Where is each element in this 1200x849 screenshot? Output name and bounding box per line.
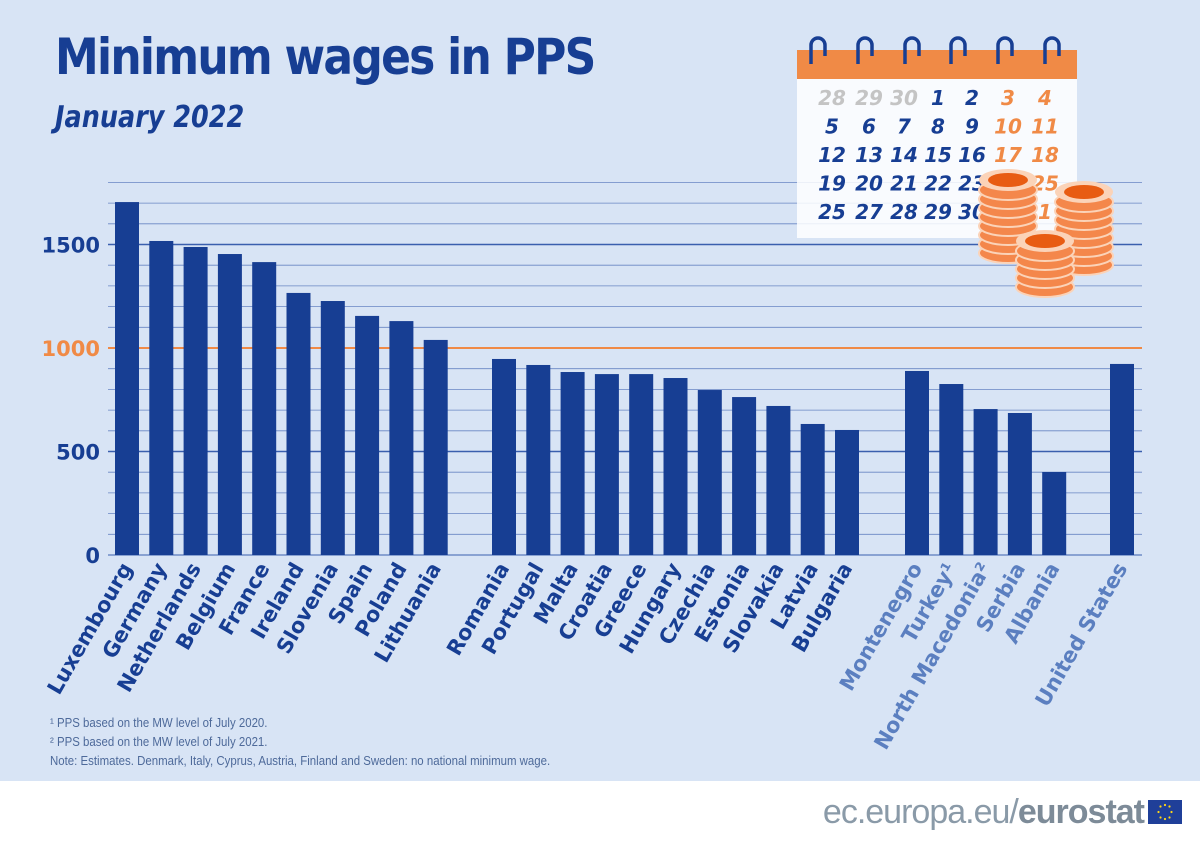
calendar-day: 4 — [1037, 86, 1052, 110]
bar-germany — [149, 240, 174, 555]
calendar-day: 14 — [890, 143, 918, 167]
footnote-2: ² PPS based on the MW level of July 2021… — [50, 734, 268, 749]
calendar-day: 18 — [1031, 143, 1059, 167]
calendar-day: 7 — [897, 115, 911, 139]
calendar-day: 8 — [931, 115, 945, 139]
footer-site: ec.europa.eu/ — [822, 793, 1019, 831]
bar-spain — [355, 315, 380, 555]
calendar-day: 11 — [1031, 115, 1059, 139]
bar-portugal — [526, 364, 551, 555]
calendar-day: 13 — [855, 143, 883, 167]
calendar-day: 28 — [818, 86, 846, 110]
bar-france — [252, 262, 277, 555]
bar-estonia — [732, 397, 757, 555]
bar-luxembourg — [115, 202, 139, 555]
calendar-day: 3 — [1001, 86, 1015, 110]
calendar-day: 16 — [958, 143, 986, 167]
bar-turkey — [939, 384, 964, 555]
bar-croatia — [594, 374, 619, 555]
bar-czechia — [697, 390, 722, 555]
footnote-1: ¹ PPS based on the MW level of July 2020… — [50, 715, 268, 730]
calendar-day: 15 — [924, 143, 952, 167]
calendar-day: 1 — [931, 86, 945, 110]
bar-greece — [629, 374, 654, 555]
bar-slovakia — [766, 405, 791, 555]
calendar-day: 29 — [924, 200, 952, 224]
bar-romania — [492, 358, 516, 555]
calendar-day: 17 — [994, 143, 1022, 167]
eu-flag-icon — [1148, 800, 1182, 824]
calendar-ring-icon — [903, 36, 921, 64]
calendar-day: 6 — [862, 115, 876, 139]
bar-belgium — [217, 254, 242, 555]
calendar-day: 22 — [924, 172, 952, 196]
calendar-day: 10 — [994, 115, 1022, 139]
y-tick-label: 1500 — [42, 234, 100, 258]
eurostat-link[interactable]: ec.europa.eu/eurostat — [822, 793, 1145, 832]
calendar-ring-icon — [996, 36, 1014, 64]
chart-title: Minimum wages in PPS — [55, 28, 596, 86]
bar-bulgaria — [835, 429, 859, 555]
calendar-header — [797, 50, 1077, 79]
calendar-day: 21 — [890, 172, 918, 196]
calendar-day: 20 — [855, 172, 883, 196]
calendar-ring-icon — [949, 36, 967, 64]
calendar-day: 27 — [855, 200, 883, 224]
bar-ireland — [286, 292, 311, 555]
bar-malta — [560, 372, 585, 555]
bar-north-macedonia — [973, 409, 998, 555]
calendar-ring-icon — [809, 36, 827, 64]
bar-hungary — [663, 378, 688, 555]
calendar-day: 19 — [818, 172, 846, 196]
calendar-day: 2 — [965, 86, 979, 110]
calendar-day: 28 — [890, 200, 918, 224]
calendar-day: 30 — [890, 86, 918, 110]
calendar-day: 9 — [965, 115, 979, 139]
bar-albania — [1042, 471, 1067, 555]
y-tick-label: 0 — [85, 544, 100, 568]
bar-slovenia — [320, 301, 345, 555]
bar-poland — [389, 321, 414, 555]
y-tick-label: 1000 — [42, 337, 100, 361]
calendar-day: 5 — [825, 115, 839, 139]
calendar-day: 1 — [1038, 200, 1052, 224]
bar-lithuania — [423, 339, 448, 555]
calendar-ring-icon — [856, 36, 874, 64]
calendar-day: 12 — [818, 143, 846, 167]
calendar-day: 29 — [855, 86, 883, 110]
footnotes: ¹ PPS based on the MW level of July 2020… — [50, 713, 550, 770]
bar-netherlands — [183, 246, 208, 555]
calendar-ring-icon — [1043, 36, 1061, 64]
bar-latvia — [800, 423, 825, 555]
coin-stack-icon — [1015, 230, 1075, 298]
chart-subtitle: January 2022 — [55, 100, 245, 135]
bar-montenegro — [905, 370, 929, 555]
footnote-note: Note: Estimates. Denmark, Italy, Cyprus,… — [50, 753, 551, 768]
footer-brand: eurostat — [1017, 793, 1145, 831]
bar-united-states — [1110, 363, 1134, 555]
calendar-day: 25 — [818, 200, 846, 224]
bar-serbia — [1007, 412, 1032, 555]
y-tick-label: 500 — [56, 441, 100, 465]
